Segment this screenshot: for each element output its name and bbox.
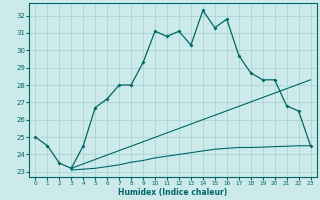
X-axis label: Humidex (Indice chaleur): Humidex (Indice chaleur)	[118, 188, 228, 197]
